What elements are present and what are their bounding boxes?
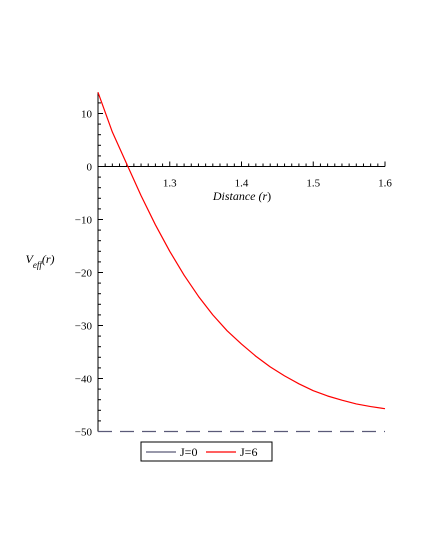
y-tick-label: −10 bbox=[75, 215, 93, 227]
axes bbox=[97, 92, 385, 432]
series-line-j6 bbox=[97, 92, 386, 410]
y-tick-label: −40 bbox=[75, 374, 93, 386]
y-tick-label: 0 bbox=[87, 162, 93, 174]
x-axis-title-var: r bbox=[262, 189, 267, 203]
y-tick-label: 10 bbox=[81, 109, 93, 121]
x-tick-label: 1.4 bbox=[235, 178, 249, 190]
y-tick-label: −30 bbox=[75, 321, 93, 333]
legend: J=0 J=6 bbox=[140, 441, 273, 462]
y-axis-title: Veff(r) bbox=[25, 252, 54, 270]
y-axis-title-base: V bbox=[25, 252, 34, 266]
series-layer bbox=[97, 92, 386, 433]
x-tick-label: 1.5 bbox=[306, 178, 320, 190]
x-axis-title-main: Distance ( bbox=[212, 189, 264, 203]
x-axis-title: Distance (r) bbox=[212, 189, 271, 203]
y-axis-title-subscript: eff bbox=[33, 260, 43, 270]
legend-label-j0: J=0 bbox=[180, 445, 197, 459]
x-tick-label: 1.6 bbox=[378, 178, 392, 190]
legend-label-j6: J=6 bbox=[240, 445, 257, 459]
ticks: 1.3 1.4 1.5 1.6 10 0 −10 −20 −30 −40 −50 bbox=[75, 102, 392, 439]
y-axis-title-arg: (r) bbox=[42, 252, 55, 266]
x-tick-label: 1.3 bbox=[163, 178, 177, 190]
y-tick-label: −20 bbox=[75, 268, 93, 280]
x-axis-title-close: ) bbox=[267, 189, 271, 203]
y-tick-label: −50 bbox=[75, 427, 93, 439]
